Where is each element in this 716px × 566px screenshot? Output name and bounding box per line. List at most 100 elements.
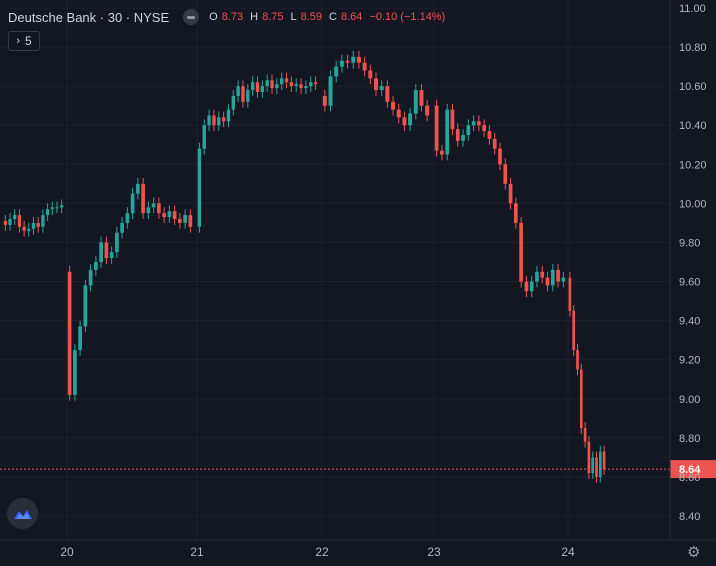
candle-body bbox=[236, 86, 240, 96]
candle-body bbox=[188, 215, 193, 227]
price-axis[interactable]: 11.00 10.80 10.60 10.40 10.20 10.00 9.80 9.60 9.… bbox=[669, 0, 707, 540]
candle-body bbox=[67, 271, 72, 395]
symbol-title[interactable]: Deutsche Bank · 30 · NYSE bbox=[8, 9, 170, 25]
y-tick-label: 9.00 bbox=[679, 394, 700, 406]
y-tick-label: 9.60 bbox=[679, 277, 700, 289]
candle-body bbox=[513, 203, 518, 223]
candle-body bbox=[309, 82, 313, 87]
chevron-right-icon: › bbox=[16, 35, 20, 47]
tradingview-logo-icon[interactable] bbox=[7, 498, 38, 529]
candle-body bbox=[78, 326, 82, 350]
candle-body bbox=[568, 277, 572, 311]
y-tick-label: 11.00 bbox=[679, 3, 706, 15]
candle-body bbox=[313, 82, 318, 85]
candle-body bbox=[284, 78, 289, 83]
candle-body bbox=[27, 228, 31, 231]
indicators-toggle-button[interactable]: › 5 bbox=[8, 31, 40, 51]
candle-body bbox=[385, 86, 390, 102]
ohlc-legend: O 8.73 H 8.75 L 8.59 C 8.64 −0.10 (−1.14%) bbox=[209, 11, 448, 23]
eye-icon[interactable] bbox=[183, 9, 200, 25]
candle-body bbox=[104, 242, 109, 259]
candle-body bbox=[120, 222, 124, 233]
candle-body bbox=[136, 183, 140, 194]
candle-body bbox=[482, 125, 487, 132]
candle-body bbox=[197, 148, 202, 227]
candle-body bbox=[487, 131, 492, 139]
candle-body bbox=[450, 109, 455, 130]
x-tick-label: 21 bbox=[190, 545, 204, 559]
candle-body bbox=[141, 183, 145, 214]
candle-body bbox=[356, 56, 361, 63]
candle-body bbox=[583, 428, 587, 442]
candle-body bbox=[294, 84, 298, 87]
candle-body bbox=[550, 269, 555, 286]
candle-body bbox=[299, 84, 303, 89]
candle-body bbox=[461, 135, 465, 141]
candle-body bbox=[41, 215, 45, 227]
candle-body bbox=[99, 242, 103, 262]
candle-body bbox=[3, 220, 7, 225]
x-tick-label: 22 bbox=[315, 545, 329, 559]
candle-body bbox=[88, 269, 93, 286]
candle-body bbox=[576, 349, 579, 370]
y-tick-label: 8.60 bbox=[679, 472, 700, 484]
candle-body bbox=[55, 207, 59, 209]
y-tick-label: 10.40 bbox=[679, 120, 707, 132]
y-tick-label: 8.40 bbox=[679, 511, 700, 523]
y-tick-label: 10.60 bbox=[679, 81, 707, 93]
low-value: 8.59 bbox=[300, 11, 323, 23]
candle-body bbox=[602, 451, 606, 470]
candle-body bbox=[508, 183, 513, 204]
x-tick-label: 20 bbox=[60, 545, 74, 559]
gear-icon[interactable]: ⚙ bbox=[687, 544, 701, 561]
candle-body bbox=[125, 213, 130, 223]
last-price-label: 8.64 bbox=[679, 464, 701, 476]
candle-body bbox=[535, 271, 539, 282]
candle-body bbox=[60, 205, 64, 208]
candle-body bbox=[13, 215, 17, 220]
candle-body bbox=[231, 95, 235, 110]
candle-body bbox=[540, 271, 545, 278]
candle-body bbox=[545, 277, 550, 286]
time-axis[interactable]: 20 21 22 23 24 bbox=[0, 539, 716, 559]
candle-body bbox=[455, 129, 460, 141]
close-label: C bbox=[329, 11, 337, 23]
y-tick-label: 9.40 bbox=[679, 316, 700, 328]
candle-body bbox=[466, 125, 471, 135]
open-value: 8.73 bbox=[221, 11, 244, 23]
candle-body bbox=[17, 215, 22, 227]
candle-body bbox=[408, 113, 413, 126]
candle-body bbox=[275, 84, 279, 89]
candle-body bbox=[94, 262, 98, 270]
candle-body bbox=[374, 78, 378, 91]
candle-body bbox=[202, 125, 206, 149]
candle-body bbox=[207, 115, 211, 126]
candle-body bbox=[334, 66, 339, 77]
open-label: O bbox=[209, 11, 218, 23]
candle-body bbox=[419, 90, 424, 106]
candle-body bbox=[477, 121, 481, 126]
candle-body bbox=[246, 90, 250, 102]
high-label: H bbox=[250, 11, 259, 23]
candle-body bbox=[445, 109, 450, 155]
candle-body bbox=[265, 80, 269, 87]
candle-body bbox=[115, 232, 119, 253]
candle-body bbox=[379, 86, 384, 91]
candle-body bbox=[36, 222, 40, 227]
candle-body bbox=[45, 209, 50, 216]
candle-body bbox=[524, 281, 529, 292]
y-tick-label: 9.80 bbox=[679, 237, 700, 249]
close-value: 8.64 bbox=[341, 11, 363, 23]
candle-body bbox=[368, 70, 373, 79]
last-price-line: 8.64 bbox=[0, 460, 716, 479]
y-tick-label: 10.00 bbox=[679, 198, 707, 210]
candle-body bbox=[151, 203, 156, 208]
candle-body bbox=[241, 86, 245, 102]
candle-body bbox=[322, 95, 327, 106]
change-value: −0.10 (−1.14%) bbox=[369, 11, 446, 23]
candles bbox=[3, 50, 606, 483]
candle-body bbox=[22, 226, 26, 231]
candle-body bbox=[345, 60, 350, 63]
